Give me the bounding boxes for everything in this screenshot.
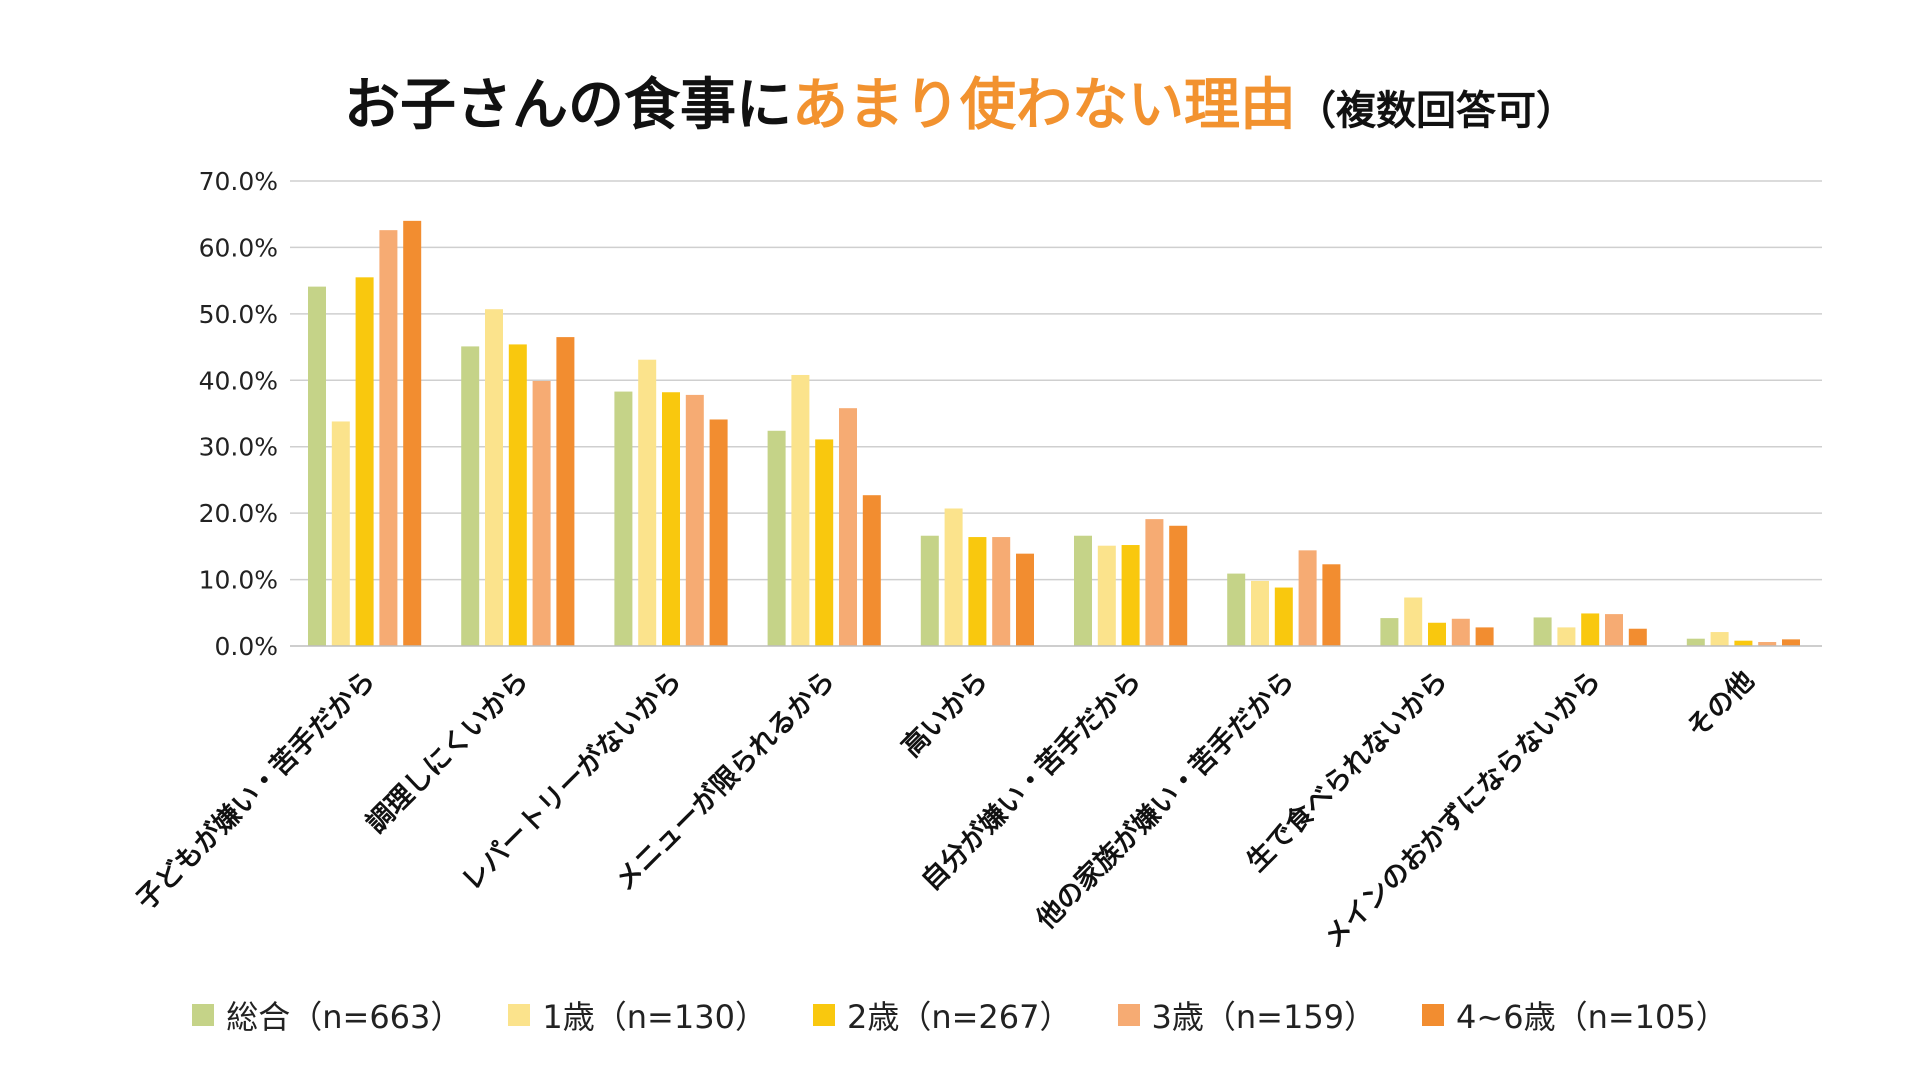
legend-label: 4~6歳（n=105）	[1456, 998, 1728, 1036]
bar	[532, 380, 551, 646]
x-category-label: 子どもが嫌い・苦手だから	[130, 664, 382, 916]
bar	[1533, 617, 1552, 646]
y-tick-label: 40.0%	[199, 366, 278, 395]
bars	[308, 220, 1800, 646]
legend-label: 1歳（n=130）	[542, 998, 767, 1036]
bar	[1686, 638, 1705, 646]
bar	[1380, 618, 1399, 646]
title-main: お子さんの食事に	[344, 73, 792, 138]
legend: 総合（n=663） 1歳（n=130） 2歳（n=267） 3歳（n=159） 4~6歳…	[0, 992, 1920, 1038]
bar	[1758, 642, 1777, 646]
bar	[308, 286, 326, 646]
legend-item: 総合（n=663）	[192, 992, 462, 1038]
bar	[1074, 535, 1092, 646]
bar	[1322, 564, 1341, 646]
legend-swatch	[192, 1004, 215, 1026]
bar	[1428, 622, 1446, 646]
x-category-label: メインのおかずにならないから	[1318, 665, 1607, 954]
bar	[614, 391, 633, 646]
bar	[1404, 597, 1423, 646]
x-category-label: 他の家族が嫌い・苦手だから	[1029, 664, 1301, 936]
bar	[662, 392, 680, 646]
y-tick-label: 50.0%	[199, 300, 278, 329]
legend-label: 3歳（n=159）	[1151, 998, 1377, 1036]
bar	[862, 495, 881, 646]
bar	[1734, 640, 1753, 646]
bar	[1097, 545, 1116, 646]
bar	[1121, 545, 1140, 646]
bar	[1581, 613, 1600, 646]
legend-label: 総合（n=663）	[226, 998, 463, 1036]
y-tick-label: 60.0%	[199, 233, 278, 262]
y-tick-label: 70.0%	[199, 167, 278, 196]
bar	[992, 537, 1011, 646]
bar	[920, 535, 939, 646]
bar	[1605, 614, 1623, 646]
y-tick-label: 0.0%	[214, 632, 278, 661]
legend-swatch	[1422, 1004, 1445, 1026]
bar	[556, 337, 575, 646]
bar	[508, 344, 527, 646]
bar	[403, 220, 422, 646]
legend-swatch	[1117, 1004, 1140, 1026]
bar	[767, 430, 786, 646]
bar	[1298, 550, 1317, 646]
bar	[968, 537, 987, 646]
bar	[1710, 632, 1729, 646]
bar	[1227, 573, 1246, 646]
y-tick-label: 20.0%	[199, 499, 278, 528]
bar	[1557, 627, 1576, 646]
bar	[485, 309, 503, 646]
bar	[379, 230, 398, 646]
legend-swatch	[812, 1004, 835, 1026]
bar	[331, 421, 350, 646]
legend-item: 4~6歳（n=105）	[1422, 992, 1728, 1038]
bar	[1145, 519, 1164, 646]
bar	[355, 277, 374, 646]
bar	[1782, 639, 1800, 646]
bar	[1016, 553, 1034, 646]
legend-swatch	[508, 1004, 531, 1026]
bar	[1169, 525, 1188, 646]
y-axis-ticks: 0.0% 10.0% 20.0% 30.0% 40.0% 50.0% 60.0% 70.0%	[199, 167, 278, 661]
bar	[944, 508, 963, 646]
x-category-label: 調理しにくいから	[360, 664, 535, 839]
bar	[839, 408, 857, 646]
legend-item: 3歳（n=159）	[1117, 992, 1377, 1038]
bar	[791, 374, 810, 646]
bar	[1251, 580, 1269, 646]
title-accent: あまり使わない理由	[792, 73, 1296, 138]
x-category-label: 高いから	[895, 664, 994, 763]
bar	[709, 419, 728, 646]
bar	[461, 346, 480, 646]
legend-item: 1歳（n=130）	[508, 992, 767, 1038]
x-axis-category-labels: 子どもが嫌い・苦手だから調理しにくいからレパートリーがないからメニューが限られる…	[130, 664, 1761, 954]
legend-item: 2歳（n=267）	[812, 992, 1072, 1038]
bar	[1628, 628, 1647, 646]
chart-title: お子さんの食事にあまり使わない理由（複数回答可）	[0, 60, 1920, 141]
y-tick-label: 30.0%	[199, 433, 278, 462]
bar	[1274, 587, 1293, 646]
bar	[1451, 618, 1470, 646]
legend-label: 2歳（n=267）	[846, 998, 1072, 1036]
y-tick-label: 10.0%	[199, 566, 278, 595]
x-category-label: その他	[1681, 665, 1760, 744]
title-note: （複数回答可）	[1296, 88, 1576, 134]
bar	[638, 359, 657, 646]
bar	[1475, 627, 1494, 646]
bar	[815, 439, 834, 646]
bar	[685, 394, 704, 646]
